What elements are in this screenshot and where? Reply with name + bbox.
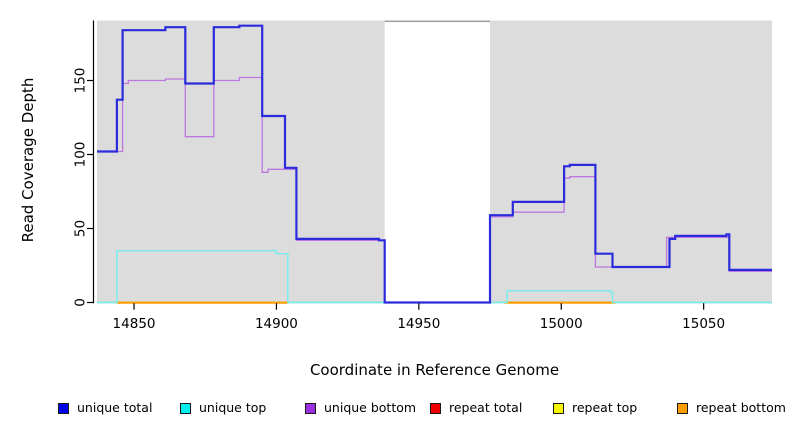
legend-label: repeat total bbox=[449, 400, 523, 415]
x-axis-tick-label: 15000 bbox=[540, 316, 583, 332]
x-axis-tick-label: 14900 bbox=[255, 316, 298, 332]
y-axis-tick-label: 100 bbox=[73, 142, 89, 168]
x-axis-tick-label: 14850 bbox=[113, 316, 156, 332]
legend-label: unique top bbox=[199, 400, 267, 415]
legend-item-unique-top: unique top bbox=[180, 401, 266, 415]
x-axis-tick-label: 15050 bbox=[682, 316, 725, 332]
x-axis-title: Coordinate in Reference Genome bbox=[309, 361, 560, 379]
legend-label: unique total bbox=[77, 400, 153, 415]
legend-item-unique-total: unique total bbox=[58, 401, 152, 415]
missing-data-region bbox=[384, 20, 491, 304]
y-axis-tick-label: 50 bbox=[73, 220, 89, 237]
legend-label: repeat bottom bbox=[696, 400, 786, 415]
legend-swatch-unique-top bbox=[180, 402, 191, 414]
legend-swatch-repeat-bottom bbox=[677, 402, 688, 414]
y-axis-tick-label: 0 bbox=[73, 298, 89, 307]
legend-item-unique-bottom: unique bottom bbox=[305, 401, 416, 415]
legend-item-repeat-top: repeat top bbox=[553, 401, 637, 415]
legend-swatch-repeat-total bbox=[430, 402, 441, 414]
y-axis-tick-label: 150 bbox=[73, 68, 89, 94]
series-line-unique-total bbox=[97, 24, 772, 304]
legend-item-repeat-bottom: repeat bottom bbox=[677, 401, 786, 415]
legend-swatch-unique-bottom bbox=[305, 402, 316, 414]
x-axis-tick-label: 14950 bbox=[397, 316, 440, 332]
legend-label: unique bottom bbox=[324, 400, 417, 415]
legend-swatch-unique-total bbox=[58, 402, 69, 414]
legend-label: repeat top bbox=[572, 400, 638, 415]
y-axis-title: Read Coverage Depth bbox=[19, 77, 37, 243]
legend-swatch-repeat-top bbox=[553, 402, 564, 414]
legend-item-repeat-total: repeat total bbox=[430, 401, 522, 415]
